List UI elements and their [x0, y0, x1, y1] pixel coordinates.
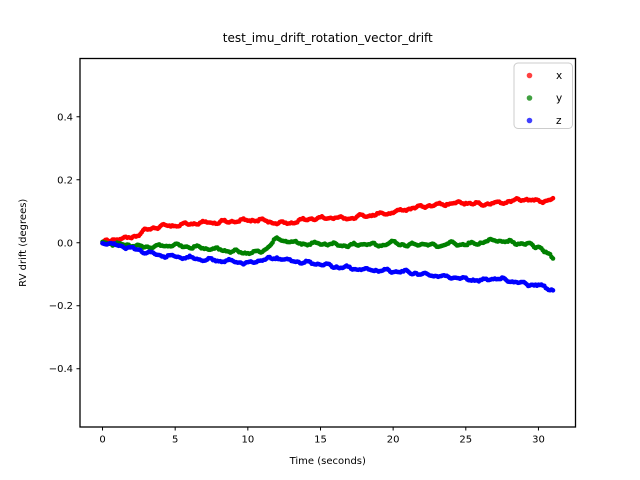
legend-label-y: y [556, 93, 562, 105]
legend-marker-x [526, 72, 533, 79]
x-axis-label: Time (seconds) [289, 456, 366, 467]
data-point [550, 288, 556, 293]
x-tick-label: 5 [172, 435, 178, 446]
x-tick-label: 20 [387, 435, 400, 446]
chart-title: test_imu_drift_rotation_vector_drift [223, 31, 433, 45]
x-tick-label: 30 [532, 435, 545, 446]
legend-frame [513, 62, 573, 129]
y-tick-label: 0.0 [57, 238, 73, 249]
legend-marker-y [526, 95, 533, 101]
y-axis-ticks: −0.4 −0.2 0.0 0.2 0.4 [49, 112, 80, 375]
y-axis-label: RV drift (degrees) [18, 199, 29, 287]
legend-label-z: z [556, 115, 562, 127]
x-tick-label: 15 [314, 435, 327, 446]
data-point [550, 256, 556, 261]
x-tick-label: 0 [99, 435, 105, 446]
legend-entries: xyz [526, 70, 562, 127]
legend-marker-z [526, 117, 533, 124]
x-axis-ticks: 0 5 10 15 20 25 30 [99, 427, 545, 446]
data-point [550, 195, 556, 201]
y-tick-label: −0.4 [49, 364, 73, 375]
x-tick-label: 25 [459, 435, 472, 446]
x-tick-label: 10 [241, 435, 254, 446]
y-tick-label: −0.2 [49, 301, 73, 312]
series-z [100, 240, 556, 293]
y-tick-label: 0.2 [57, 175, 73, 186]
data-series-group [100, 195, 556, 293]
legend: xyz [513, 62, 573, 129]
y-tick-label: 0.4 [57, 112, 73, 123]
legend-label-x: x [556, 70, 562, 82]
